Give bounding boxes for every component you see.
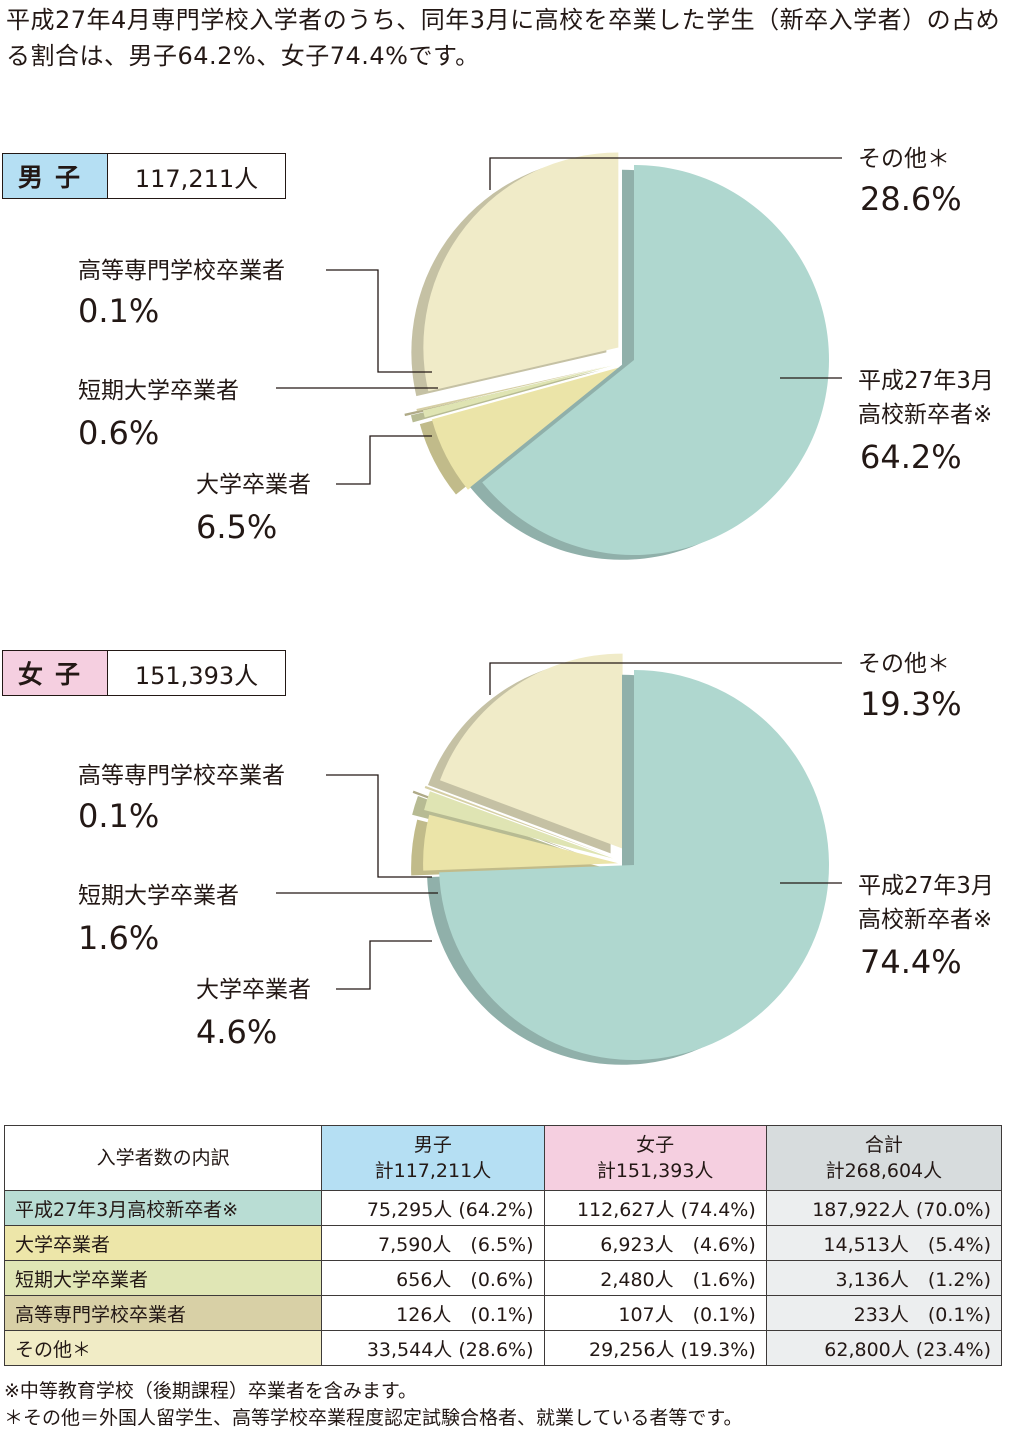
footnote-2: ＊その他＝外国人留学生、高等学校卒業程度認定試験合格者、就業している者等です。 xyxy=(4,1407,743,1429)
pct-daigaku: 4.6% xyxy=(196,1013,277,1051)
pie-slice-daigaku xyxy=(423,814,619,871)
leader-line-kosen xyxy=(326,774,432,878)
cell-male: 126人 (0.1%) xyxy=(321,1295,545,1331)
pie-slice-depth-tanki xyxy=(410,370,601,423)
cell-female: 2,480人 (1.6%) xyxy=(543,1260,767,1296)
cell-male: 75,295人 (64.2%) xyxy=(321,1190,545,1226)
label-shinsotsu-2: 高校新卒者※ xyxy=(858,402,992,428)
row-label-sonota: その他＊ xyxy=(3,1330,323,1366)
cell-male: 656人 (0.6%) xyxy=(321,1260,545,1296)
label-kosen: 高等専門学校卒業者 xyxy=(78,763,285,789)
header-breakdown: 入学者数の内訳 xyxy=(3,1125,323,1191)
pie-slice-sonota xyxy=(423,152,619,392)
pct-shinsotsu: 64.2% xyxy=(860,438,962,476)
cell-female: 6,923人 (4.6%) xyxy=(543,1225,767,1261)
female-total-badge: 女子 151,393人 xyxy=(2,650,286,696)
leader-line-daigaku xyxy=(336,435,432,485)
table-row: 短期大学卒業者 656人 (0.6%) 2,480人 (1.6%) 3,136人 (1… xyxy=(3,1260,1003,1296)
footnote-1: ※中等教育学校（後期課程）卒業者を含みます。 xyxy=(4,1380,418,1402)
pie-slice-shinsotsu xyxy=(439,670,829,1060)
pie-slice-shinsotsu xyxy=(482,165,830,555)
cell-total: 14,513人 (5.4%) xyxy=(765,1225,1003,1261)
pct-shinsotsu: 74.4% xyxy=(860,943,962,981)
pie-slice-tanki xyxy=(422,365,613,418)
label-shinsotsu-1: 平成27年3月 xyxy=(858,873,994,899)
leader-line-sonota xyxy=(489,662,842,695)
table-header-row: 入学者数の内訳 男子 計117,211人 女子 計151,393人 合計 計268,6… xyxy=(3,1125,1003,1191)
leader-line-kosen xyxy=(326,269,432,373)
cell-female: 112,627人 (74.4%) xyxy=(543,1190,767,1226)
male-total-badge: 男子 117,211人 xyxy=(2,153,286,199)
label-daigaku: 大学卒業者 xyxy=(196,977,311,1003)
label-shinsotsu-2: 高校新卒者※ xyxy=(858,907,992,933)
label-sonota: その他＊ xyxy=(858,146,950,172)
pie-slice-sonota xyxy=(439,653,623,849)
pie-slice-daigaku xyxy=(431,367,620,490)
pct-sonota: 28.6% xyxy=(860,180,962,218)
cell-male: 33,544人 (28.6%) xyxy=(321,1330,545,1366)
header-total: 合計 計268,604人 xyxy=(765,1125,1003,1191)
pct-kosen: 0.1% xyxy=(78,797,159,835)
header-male: 男子 計117,211人 xyxy=(321,1125,545,1191)
pie-slice-tanki xyxy=(424,791,613,859)
row-label-shinsotsu: 平成27年3月高校新卒者※ xyxy=(3,1190,323,1226)
female-pie-chart: その他＊ 19.3% 平成27年3月高校新卒者※ 74.4% 高等専門学校卒業者 0.1%… xyxy=(78,651,994,1065)
pie-slice-kosen xyxy=(416,366,607,412)
pie-slice-kosen xyxy=(424,785,608,856)
table-row: その他＊ 33,544人 (28.6%) 29,256人 (19.3%) 62,800… xyxy=(3,1330,1003,1366)
label-sonota: その他＊ xyxy=(858,651,950,677)
male-pie-chart: その他＊ 28.6% 平成27年3月高校新卒者※ 64.2% 高等専門学校卒業者 0.1%… xyxy=(78,146,994,560)
header-female: 女子 計151,393人 xyxy=(543,1125,767,1191)
label-daigaku: 大学卒業者 xyxy=(196,472,311,498)
cell-total: 187,922人 (70.0%) xyxy=(765,1190,1003,1226)
cell-female: 29,256人 (19.3%) xyxy=(543,1330,767,1366)
pct-kosen: 0.1% xyxy=(78,292,159,330)
male-total-count: 117,211人 xyxy=(134,164,259,193)
pct-tanki: 0.6% xyxy=(78,414,159,452)
leader-line-sonota xyxy=(489,157,842,190)
row-label-tanki: 短期大学卒業者 xyxy=(3,1260,323,1296)
female-total-count: 151,393人 xyxy=(134,661,259,690)
label-shinsotsu-1: 平成27年3月 xyxy=(858,368,994,394)
breakdown-table: 入学者数の内訳 男子 計117,211人 女子 計151,393人 合計 計268,6… xyxy=(3,1125,1003,1366)
cell-total: 233人 (0.1%) xyxy=(765,1295,1003,1331)
pct-sonota: 19.3% xyxy=(860,685,962,723)
leader-line-daigaku xyxy=(336,940,432,990)
pct-tanki: 1.6% xyxy=(78,919,159,957)
row-label-kosen: 高等専門学校卒業者 xyxy=(3,1295,323,1331)
cell-male: 7,590人 (6.5%) xyxy=(321,1225,545,1261)
male-gender-label: 男子 xyxy=(3,154,108,198)
pct-daigaku: 6.5% xyxy=(196,508,277,546)
table-row: 高等専門学校卒業者 126人 (0.1%) 107人 (0.1%) 233人 (0.1… xyxy=(3,1295,1003,1331)
footnotes: ※中等教育学校（後期課程）卒業者を含みます。 ＊その他＝外国人留学生、高等学校卒… xyxy=(4,1378,743,1432)
label-tanki: 短期大学卒業者 xyxy=(78,883,239,909)
female-gender-label: 女子 xyxy=(3,651,108,695)
row-label-daigaku: 大学卒業者 xyxy=(3,1225,323,1261)
table-row: 平成27年3月高校新卒者※ 75,295人 (64.2%) 112,627人 (74… xyxy=(3,1190,1003,1226)
label-tanki: 短期大学卒業者 xyxy=(78,378,239,404)
label-kosen: 高等専門学校卒業者 xyxy=(78,258,285,284)
table-row: 大学卒業者 7,590人 (6.5%) 6,923人 (4.6%) 14,513人 (… xyxy=(3,1225,1003,1261)
cell-female: 107人 (0.1%) xyxy=(543,1295,767,1331)
intro-text: 平成27年4月専門学校入学者のうち、同年3月に高校を卒業した学生（新卒入学者）の… xyxy=(6,6,1001,70)
cell-total: 62,800人 (23.4%) xyxy=(765,1330,1003,1366)
cell-total: 3,136人 (1.2%) xyxy=(765,1260,1003,1296)
